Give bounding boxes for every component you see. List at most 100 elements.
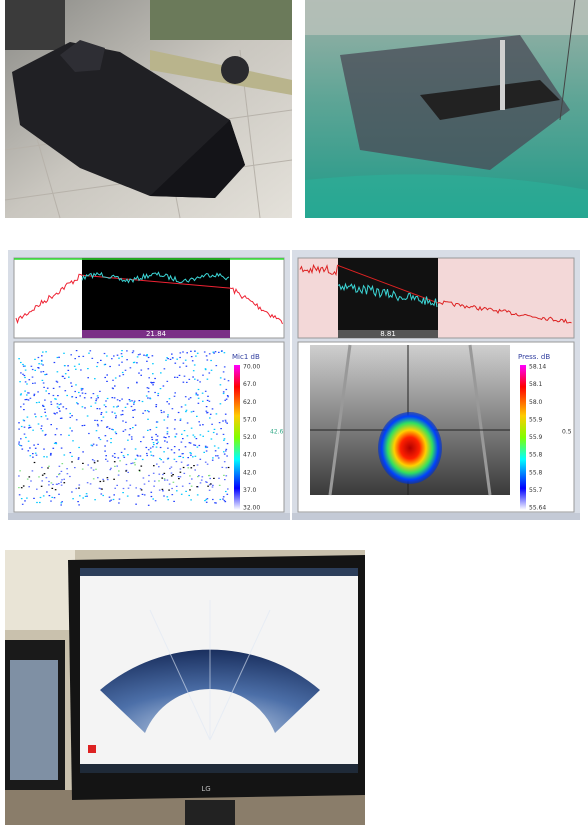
rod: [150, 50, 292, 95]
dot: [20, 361, 22, 364]
dot: [118, 502, 120, 504]
dot: [63, 454, 66, 456]
dot: [20, 487, 23, 489]
dot: [156, 435, 159, 437]
dot: [80, 369, 82, 371]
dot: [41, 474, 44, 476]
dot: [224, 501, 227, 503]
dot: [208, 484, 211, 486]
dot: [52, 447, 55, 449]
dot: [219, 377, 222, 379]
dot: [56, 476, 58, 478]
dot: [207, 430, 210, 432]
dot: [34, 413, 36, 415]
dot: [86, 415, 89, 417]
dot: [160, 459, 162, 461]
dot: [214, 351, 217, 353]
dot: [196, 446, 199, 448]
sonar-beams: [149, 600, 271, 741]
dot: [194, 469, 196, 471]
dot: [48, 484, 50, 486]
colorbar-label: 57.0: [243, 416, 257, 423]
dot: [179, 476, 182, 478]
dot: [127, 439, 129, 441]
dot: [54, 489, 57, 491]
dot: [187, 464, 190, 466]
dot: [110, 499, 112, 501]
dot: [227, 466, 230, 469]
dot: [48, 495, 51, 497]
colorbar-label: 58.0: [529, 399, 543, 406]
dot: [214, 450, 217, 452]
dot: [177, 476, 180, 478]
dot: [105, 455, 107, 457]
hull-deck: [420, 80, 560, 120]
colorbar-label: 55.7: [529, 487, 543, 494]
dot: [190, 454, 192, 456]
dot: [106, 477, 109, 479]
dot: [196, 486, 198, 488]
dot: [142, 436, 145, 438]
colorbar-label: 55.8: [529, 469, 543, 476]
dot: [192, 456, 194, 458]
dot: [160, 411, 163, 414]
dot: [110, 438, 112, 440]
dot: [196, 494, 199, 496]
dot: [43, 456, 45, 458]
dot: [96, 408, 99, 410]
dot: [105, 458, 107, 460]
dot: [184, 446, 187, 448]
dot: [113, 397, 116, 399]
dot: [184, 396, 187, 398]
dot: [69, 412, 71, 415]
dot: [186, 422, 189, 424]
dot: [48, 393, 50, 395]
dot: [45, 351, 47, 353]
dot: [29, 426, 32, 428]
dot: [208, 372, 211, 374]
dot: [178, 449, 180, 451]
dot: [44, 434, 46, 436]
dot: [87, 368, 89, 370]
dot: [71, 396, 74, 398]
colorbar-label: 55.64: [529, 505, 546, 512]
dot: [206, 399, 209, 401]
dot: [78, 484, 81, 486]
dot: [158, 473, 161, 475]
dot: [189, 452, 191, 454]
dot: [195, 355, 197, 357]
dot: [100, 420, 103, 422]
dot: [36, 501, 38, 504]
dot: [60, 447, 63, 449]
dot: [95, 400, 97, 402]
dot: [188, 482, 191, 485]
dot: [205, 498, 208, 501]
dot: [18, 475, 20, 477]
dot: [28, 426, 31, 428]
dot: [122, 487, 125, 490]
dot: [222, 371, 225, 373]
dot: [163, 368, 166, 370]
colorbar-label: 62.0: [243, 399, 257, 406]
dot: [179, 352, 182, 354]
colorbar-labels: 58.14 58.1 58.0 55.9 55.9 55.8 55.8 55.7 55.64: [529, 364, 546, 512]
dot: [60, 484, 63, 486]
dot: [22, 373, 24, 375]
dot: [75, 419, 78, 421]
dot: [174, 362, 177, 364]
dot: [53, 442, 56, 444]
dot: [175, 433, 178, 435]
dot: [204, 390, 207, 392]
dot: [147, 387, 150, 389]
dot: [56, 403, 59, 405]
monitor-stand: [185, 800, 235, 825]
dot: [19, 470, 21, 472]
dot: [147, 391, 150, 393]
dot: [98, 487, 101, 489]
dot: [199, 424, 201, 426]
dot: [42, 351, 44, 353]
dot: [18, 487, 20, 489]
dot: [186, 435, 189, 437]
dot: [145, 395, 148, 397]
dot: [24, 500, 26, 502]
